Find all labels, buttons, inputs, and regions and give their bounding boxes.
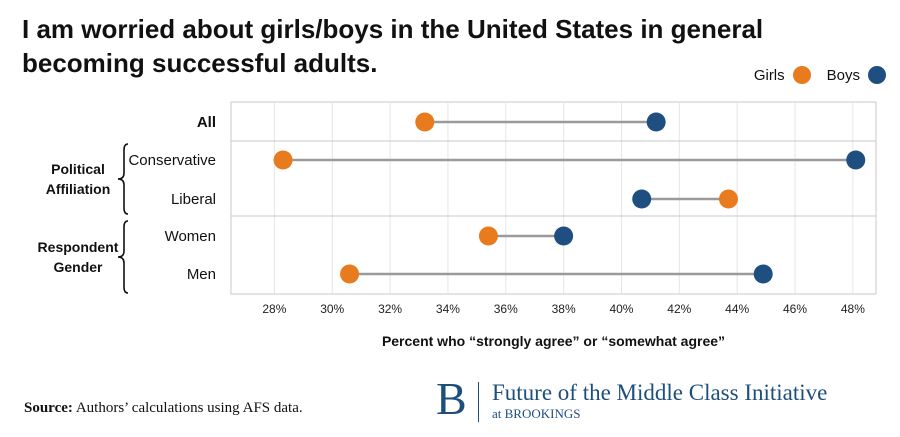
- boys-point-liberal: [632, 189, 652, 209]
- x-tick-label: 32%: [378, 302, 402, 316]
- legend-girls-marker: [792, 66, 811, 84]
- row-label-men: Men: [187, 266, 216, 283]
- chart-title: I am worried about girls/boys in the Uni…: [22, 14, 764, 78]
- legend-boys-label: Boys: [826, 66, 860, 84]
- girls-point-conservative: [273, 150, 293, 170]
- group-label-line: Gender: [53, 259, 103, 275]
- x-tick-label: 44%: [725, 302, 749, 316]
- row-label-women: Women: [165, 228, 216, 245]
- logo-divider: [478, 382, 479, 422]
- source-text: Authors’ calculations using AFS data.: [75, 400, 303, 416]
- x-tick-label: 42%: [667, 302, 691, 316]
- girls-point-men: [340, 264, 360, 284]
- boys-point-all: [646, 112, 666, 132]
- x-axis-label: Percent who “strongly agree” or “somewha…: [382, 333, 725, 349]
- legend: Girls Boys: [738, 64, 886, 86]
- x-tick-label: 28%: [262, 302, 286, 316]
- brookings-logo: B Future of the Middle Class Initiative …: [436, 373, 896, 426]
- group-label-line: Respondent: [38, 239, 119, 255]
- x-tick-label: 36%: [494, 302, 518, 316]
- logo-letter: B: [436, 373, 467, 424]
- logo-name: Future of the Middle Class Initiative: [492, 380, 828, 405]
- x-tick-label: 46%: [783, 302, 807, 316]
- row-label-conservative: Conservative: [128, 152, 216, 169]
- boys-point-men: [753, 264, 773, 284]
- legend-girls-label: Girls: [753, 66, 785, 84]
- x-tick-label: 30%: [320, 302, 344, 316]
- boys-point-conservative: [846, 150, 866, 170]
- girls-point-women: [478, 226, 498, 246]
- bracket-political-affiliation: [117, 143, 129, 215]
- legend-boys: Boys: [827, 66, 886, 84]
- logo-subtitle: at BROOKINGS: [492, 406, 581, 421]
- legend-boys-marker: [868, 66, 886, 84]
- x-tick-label: 48%: [841, 302, 865, 316]
- legend-girls: Girls: [754, 66, 811, 84]
- group-label-line: Political: [51, 161, 105, 177]
- source-prefix: Source:: [24, 400, 73, 416]
- group-label-line: Affiliation: [46, 181, 111, 197]
- source-note: Source: Authors’ calculations using AFS …: [24, 400, 303, 417]
- plot-frame: [230, 101, 877, 295]
- x-tick-label: 40%: [609, 302, 633, 316]
- boys-point-women: [554, 226, 574, 246]
- x-tick-label: 34%: [436, 302, 460, 316]
- girls-point-all: [415, 112, 435, 132]
- girls-point-liberal: [718, 189, 738, 209]
- bracket-respondent-gender: [117, 220, 129, 294]
- row-label-liberal: Liberal: [171, 191, 216, 208]
- row-label-all: All: [197, 114, 216, 131]
- x-tick-label: 38%: [552, 302, 576, 316]
